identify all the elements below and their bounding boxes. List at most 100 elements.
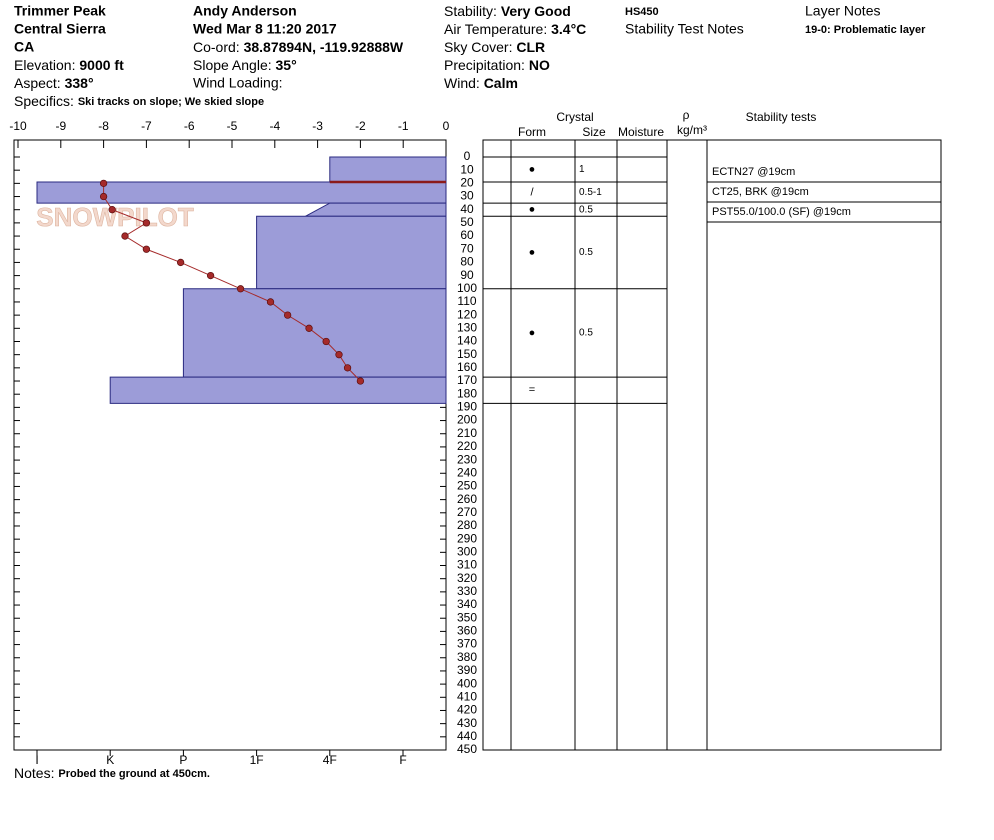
temperature-point xyxy=(99,179,108,188)
layer-bar xyxy=(256,215,447,290)
grain-form: = xyxy=(529,384,535,396)
grain-size: 0.5 xyxy=(579,204,593,215)
y-tick-label: 20 xyxy=(460,176,474,190)
temperature-line xyxy=(103,183,361,382)
label: Slope Angle: xyxy=(193,57,272,73)
grain-size: 0.5 xyxy=(579,247,593,258)
x-tick-label: -3 xyxy=(312,119,323,133)
stability-test: ECTN27 @19cm xyxy=(712,166,795,178)
value: Ski tracks on slope; We skied slope xyxy=(78,96,264,108)
datetime: Wed Mar 8 11:20 2017 xyxy=(193,21,337,37)
state: CA xyxy=(14,39,34,55)
temperature-point xyxy=(305,324,313,332)
x-tick-label: -9 xyxy=(55,119,66,133)
y-tick-label: 50 xyxy=(460,215,474,229)
y-tick-label: 240 xyxy=(457,465,477,479)
y-tick-label: 220 xyxy=(457,439,477,453)
sky: Sky Cover: CLR xyxy=(444,39,545,55)
value: Very Good xyxy=(501,3,571,19)
x-tick-label: -1 xyxy=(398,119,409,133)
layer-bar xyxy=(36,181,447,204)
y-tick-label: 350 xyxy=(457,610,477,624)
y-tick-label: 10 xyxy=(460,162,474,176)
label: Notes: xyxy=(14,765,54,781)
col-stability: Stability tests xyxy=(746,110,817,124)
y-tick-label: 160 xyxy=(457,360,477,374)
header: Trimmer Peak Central Sierra CA Elevation… xyxy=(14,3,926,109)
grain-size: 0.5-1 xyxy=(579,187,602,198)
profile-frame xyxy=(13,139,447,751)
y-tick-label: 250 xyxy=(457,479,477,493)
y-tick-label: 60 xyxy=(460,228,474,242)
y-tick-label: 280 xyxy=(457,518,477,532)
y-tick-label: 390 xyxy=(457,663,477,677)
y-tick-label: 230 xyxy=(457,452,477,466)
y-tick-label: 130 xyxy=(457,320,477,334)
x-tick-label: -5 xyxy=(227,119,238,133)
table-frame xyxy=(482,139,942,751)
stability: Stability: Very Good xyxy=(444,3,571,19)
label: Sky Cover: xyxy=(444,39,512,55)
value: NO xyxy=(529,57,550,73)
x-tick-label: -2 xyxy=(355,119,366,133)
x-tick-label: -4 xyxy=(269,119,280,133)
grain-form: ● xyxy=(529,327,536,339)
label: Elevation: xyxy=(14,57,75,73)
x-tick-label: -6 xyxy=(184,119,195,133)
y-tick-label: 150 xyxy=(457,347,477,361)
layer-note: 19-0: Problematic layer xyxy=(805,24,926,36)
y-tick-label: 40 xyxy=(460,202,474,216)
label: Aspect: xyxy=(14,75,61,91)
y-tick-label: 400 xyxy=(457,676,477,690)
coord: Co-ord: 38.87894N, -119.92888W xyxy=(193,39,404,55)
x-tick-label: -7 xyxy=(141,119,152,133)
y-tick-label: 100 xyxy=(457,281,477,295)
y-tick-label: 450 xyxy=(457,742,477,756)
wind: Wind: Calm xyxy=(444,75,518,91)
temperature-point xyxy=(266,298,275,306)
y-tick-label: 110 xyxy=(457,294,476,308)
temperature-point xyxy=(206,271,215,280)
y-tick-label: 210 xyxy=(457,426,477,440)
y-tick-label: 90 xyxy=(460,268,474,282)
wind-loading: Wind Loading: xyxy=(193,75,283,91)
x-tick-label: -8 xyxy=(98,119,109,133)
hardness-label: P xyxy=(179,753,187,767)
col-form: Form xyxy=(518,125,546,139)
hardness-label: K xyxy=(106,753,114,767)
precip: Precipitation: NO xyxy=(444,57,550,73)
hardness-label: 1F xyxy=(250,753,264,767)
value: 35° xyxy=(276,57,297,73)
label: Wind: xyxy=(444,75,480,91)
y-tick-label: 310 xyxy=(457,558,477,572)
y-tick-label: 190 xyxy=(457,400,477,414)
label: Air Temperature: xyxy=(444,21,547,37)
y-tick-label: 420 xyxy=(457,703,477,717)
air-temp: Air Temperature: 3.4°C xyxy=(444,21,586,37)
y-tick-label: 140 xyxy=(457,334,477,348)
y-tick-label: 70 xyxy=(460,241,474,255)
temperature-point xyxy=(236,285,245,293)
y-tick-label: 360 xyxy=(457,624,477,638)
label: Precipitation: xyxy=(444,57,525,73)
y-tick-label: 370 xyxy=(457,637,477,651)
column-dividers xyxy=(510,140,708,750)
label: Co-ord: xyxy=(193,39,240,55)
y-tick-label: 290 xyxy=(457,531,477,545)
y-tick-label: 170 xyxy=(457,373,477,387)
value: Calm xyxy=(484,75,518,91)
y-tick-label: 80 xyxy=(460,255,474,269)
slope: Slope Angle: 35° xyxy=(193,57,297,73)
notes: Notes: Probed the ground at 450cm. xyxy=(14,765,210,781)
temperature-point xyxy=(356,377,365,385)
col-moisture: Moisture xyxy=(618,125,664,139)
hardness-label: F xyxy=(399,753,406,767)
y-tick-label: 270 xyxy=(457,505,477,519)
temperature-point xyxy=(142,245,151,253)
value: Probed the ground at 450cm. xyxy=(58,768,210,780)
logo: SNOWPILOT xyxy=(36,202,194,232)
y-tick-label: 30 xyxy=(460,189,474,203)
hardness-label: 4F xyxy=(323,753,337,767)
grain-form: ● xyxy=(529,204,536,216)
label: Stability: xyxy=(444,3,497,19)
